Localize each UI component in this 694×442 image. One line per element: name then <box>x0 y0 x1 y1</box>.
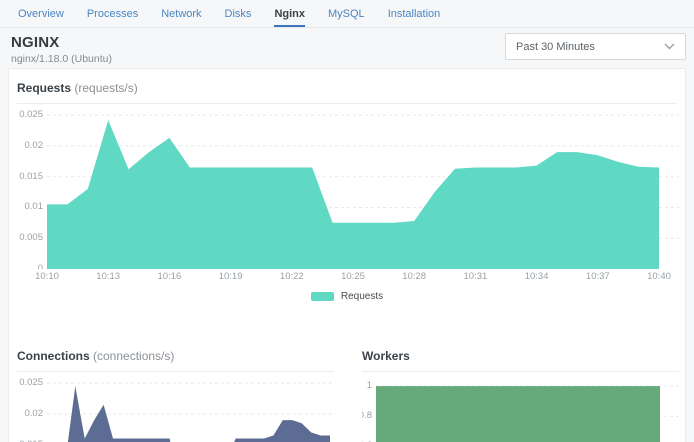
tab-installation[interactable]: Installation <box>387 7 441 20</box>
y-axis-tick-label: 0.005 <box>19 232 43 244</box>
requests-y-axis: 0.025 0.02 0.015 0.01 0.005 0 <box>17 109 47 269</box>
y-axis-tick-label: 1 <box>366 380 372 392</box>
x-axis-tick-label: 10:10 <box>35 271 59 282</box>
tab-mysql[interactable]: MySQL <box>328 7 365 20</box>
requests-chart: 0.025 0.02 0.015 0.01 0.005 0 <box>17 109 679 269</box>
charts-panel: Requests (requests/s) 0.025 0.02 0.015 0.01… <box>8 68 686 442</box>
x-axis-tick-label: 10:31 <box>463 271 488 282</box>
tab-overview[interactable]: Overview <box>18 7 64 20</box>
divider <box>362 371 679 372</box>
connections-svg <box>47 382 334 442</box>
requests-x-axis: 10:10 10:13 10:16 10:19 10:22 10:25 10:28 10:31… <box>35 269 677 283</box>
chevron-down-icon <box>664 43 675 50</box>
tab-processes[interactable]: Processes <box>86 7 139 20</box>
x-axis-tick-label: 10:16 <box>157 271 182 282</box>
workers-section: Workers 1 0.8 0.6 <box>362 337 679 442</box>
tab-disks[interactable]: Disks <box>224 7 252 20</box>
x-axis-tick-label: 10:40 <box>647 271 671 282</box>
y-axis-tick-label: 0.02 <box>24 139 44 151</box>
connections-y-axis: 0.025 0.02 0.015 <box>17 377 47 442</box>
legend-label: Requests <box>340 290 384 302</box>
requests-title-unit: (requests/s) <box>74 81 138 95</box>
page-title: NGINX <box>11 34 60 51</box>
connections-section: Connections (connections/s) 0.0250.020.0… <box>17 337 334 442</box>
y-axis-tick-label: 0.015 <box>19 439 43 442</box>
bottom-charts-grid: Connections (connections/s) 0.0250.020.0… <box>17 337 679 442</box>
tab-nginx[interactable]: Nginx <box>274 0 305 27</box>
page-subtitle: nginx/1.18.0 (Ubuntu) <box>11 53 112 65</box>
x-axis-tick-label: 10:22 <box>279 271 304 282</box>
x-axis-tick-label: 10:13 <box>96 271 121 282</box>
requests-plot-area[interactable] <box>47 109 679 269</box>
connections-chart: 0.025 0.02 0.015 <box>17 377 334 442</box>
divider <box>17 371 334 372</box>
requests-chart-title: Requests (requests/s) <box>17 81 677 95</box>
page-header: NGINX nginx/1.18.0 (Ubuntu) Past 30 Minu… <box>0 28 694 68</box>
connections-area-series <box>67 386 330 442</box>
x-axis-tick-label: 10:34 <box>524 271 549 282</box>
workers-title-text: Workers <box>362 349 410 363</box>
y-axis-tick-label: 0 <box>37 263 43 270</box>
x-axis-tick-label: 10:19 <box>218 271 243 282</box>
x-axis-tick-label: 10:25 <box>341 271 365 282</box>
y-axis-tick-label: 0.8 <box>362 410 372 422</box>
y-axis-tick-label: 0.01 <box>24 201 44 213</box>
legend-swatch <box>310 291 334 301</box>
tab-network[interactable]: Network <box>161 7 202 20</box>
divider <box>17 103 677 104</box>
workers-y-axis: 1 0.8 0.6 <box>362 377 376 442</box>
workers-svg <box>376 385 679 442</box>
requests-title-text: Requests <box>17 81 72 95</box>
connections-chart-title: Connections (connections/s) <box>17 349 334 363</box>
time-range-value: Past 30 Minutes <box>516 40 595 53</box>
y-axis-tick-label: 0.02 <box>24 407 44 419</box>
workers-chart: 1 0.8 0.6 <box>362 377 679 442</box>
x-axis-tick-label: 10:37 <box>585 271 610 282</box>
workers-plot-area[interactable] <box>376 377 679 442</box>
y-axis-tick-label: 0.025 <box>19 109 43 121</box>
x-axis-tick-label: 10:28 <box>402 271 427 282</box>
y-axis-tick-label: 0.6 <box>362 441 372 442</box>
requests-section: Requests (requests/s) 0.025 0.02 0.015 0.01… <box>17 81 679 302</box>
workers-area-series <box>376 386 660 442</box>
tab-bar: Overview Processes Network Disks Nginx M… <box>0 0 694 28</box>
time-range-dropdown[interactable]: Past 30 Minutes <box>505 33 686 60</box>
y-axis-tick-label: 0.025 <box>19 377 43 389</box>
requests-area-series <box>47 120 659 269</box>
requests-legend: Requests <box>17 290 677 302</box>
connections-title-text: Connections <box>17 349 90 363</box>
connections-plot-area[interactable] <box>47 377 334 442</box>
workers-chart-title: Workers <box>362 349 679 363</box>
requests-svg <box>47 114 679 269</box>
y-axis-tick-label: 0.015 <box>19 170 43 182</box>
connections-title-unit: (connections/s) <box>93 349 175 363</box>
